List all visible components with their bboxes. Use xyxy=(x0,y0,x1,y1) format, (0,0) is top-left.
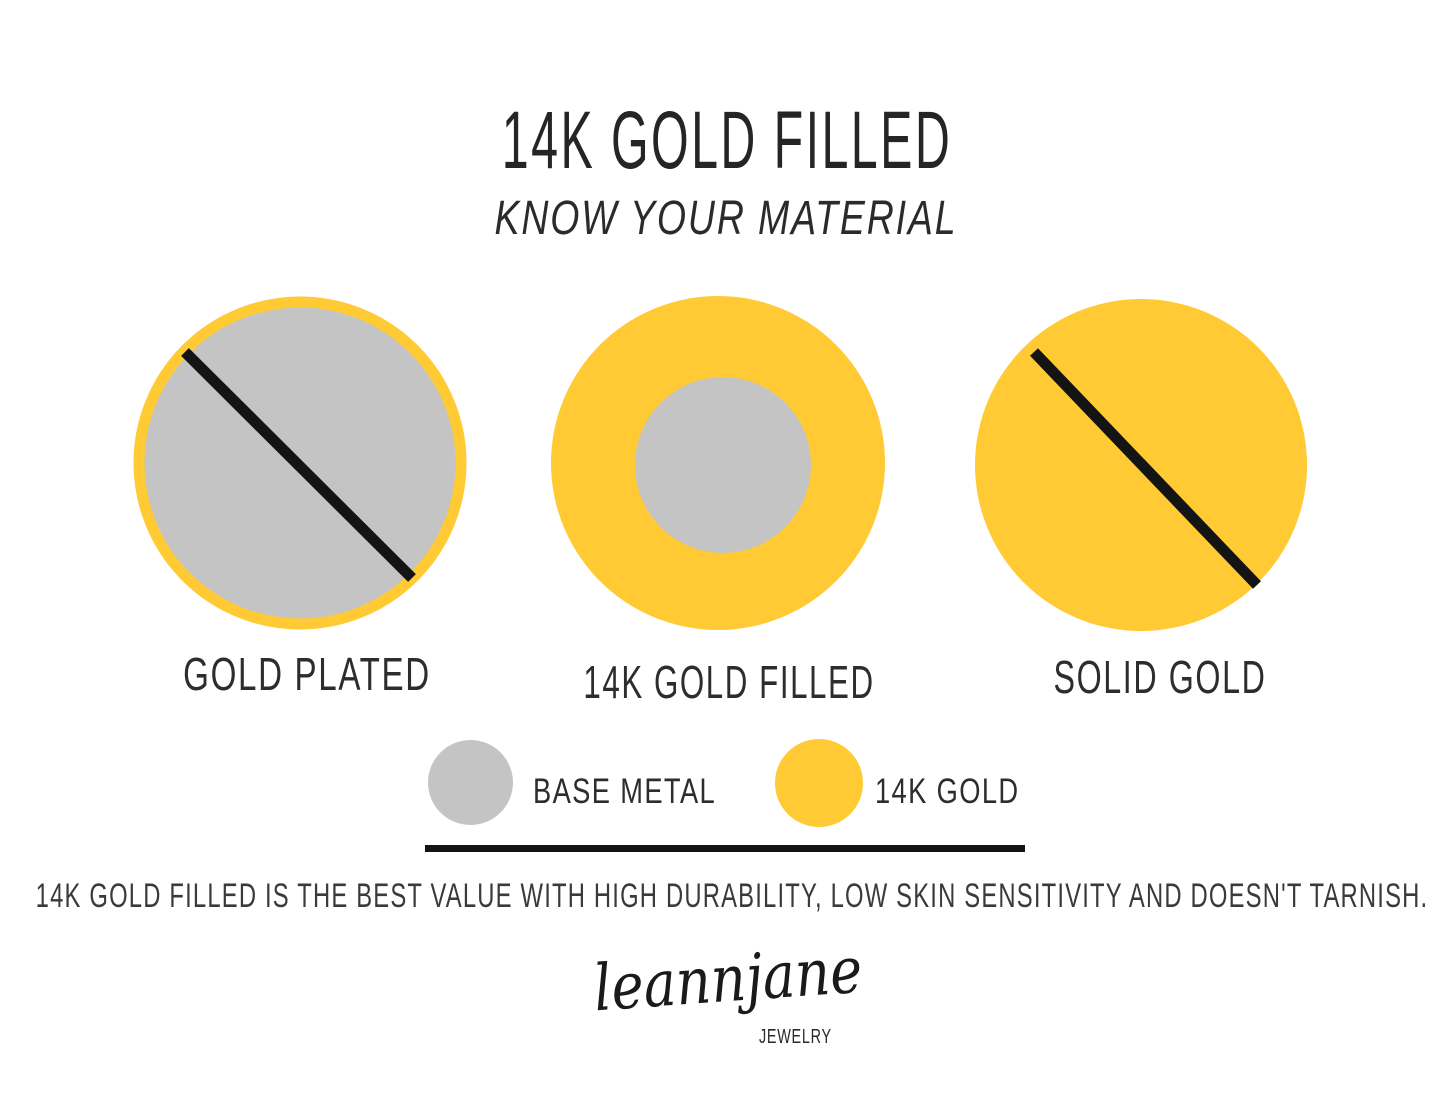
legend-divider-rule xyxy=(425,845,1025,852)
base-metal-swatch-circle xyxy=(428,740,513,825)
page-subtitle: KNOW YOUR MATERIAL xyxy=(494,192,958,245)
gold-legend-label: 14K GOLD xyxy=(875,772,1020,811)
gold-swatch-circle xyxy=(775,739,863,827)
brand-tagline: JEWELRY xyxy=(759,1026,832,1048)
solid-gold-diagram xyxy=(975,299,1307,631)
solid-gold-label: SOLID GOLD xyxy=(1053,651,1267,703)
base-metal-swatch xyxy=(428,740,513,825)
footnote-text: 14K GOLD FILLED IS THE BEST VALUE WITH H… xyxy=(35,877,1429,915)
gold-filled-diagram xyxy=(551,296,885,630)
cross-out-line xyxy=(181,348,416,582)
brand-script-name: leannjane xyxy=(591,933,865,1027)
page-title: 14K GOLD FILLED xyxy=(501,95,953,186)
gold-plated-label: GOLD PLATED xyxy=(183,648,431,700)
gold-plated-diagram xyxy=(133,296,467,630)
gold-filled-label: 14K GOLD FILLED xyxy=(583,656,875,708)
brand-logo: leannjane xyxy=(570,934,886,1027)
cross-out-line xyxy=(1030,348,1261,589)
base-metal-legend-label: BASE METAL xyxy=(533,772,717,811)
gold-swatch xyxy=(775,739,863,827)
base-metal-core-circle xyxy=(635,377,811,553)
